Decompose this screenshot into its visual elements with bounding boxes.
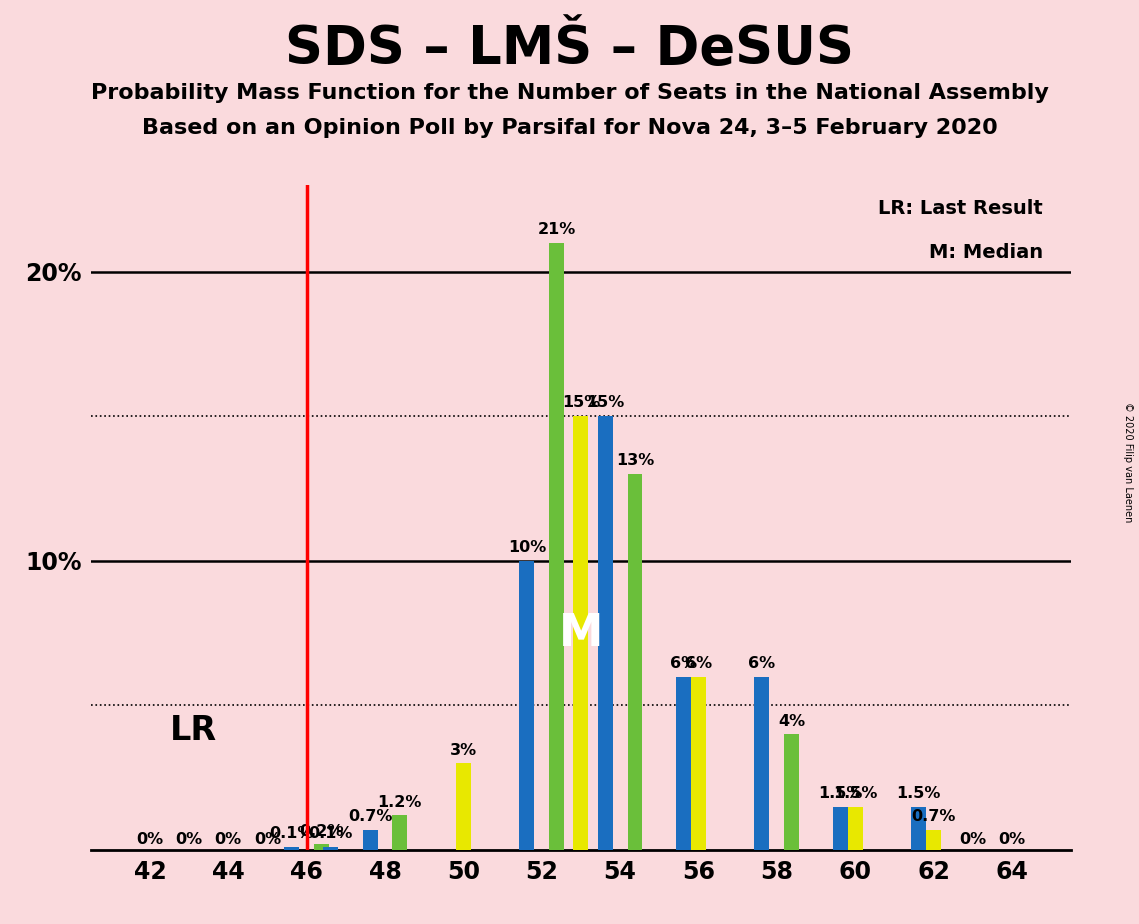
Text: 1.5%: 1.5% xyxy=(818,786,862,801)
Text: 0%: 0% xyxy=(175,833,203,847)
Bar xyxy=(598,416,613,850)
Bar xyxy=(393,815,408,850)
Text: 13%: 13% xyxy=(616,454,654,468)
Bar xyxy=(847,807,862,850)
Text: 1.2%: 1.2% xyxy=(378,795,423,809)
Text: 6%: 6% xyxy=(670,656,697,671)
Text: © 2020 Filip van Laenen: © 2020 Filip van Laenen xyxy=(1123,402,1132,522)
Bar xyxy=(911,807,926,850)
Text: LR: Last Result: LR: Last Result xyxy=(878,200,1043,218)
Bar xyxy=(754,676,769,850)
Bar xyxy=(926,830,941,850)
Text: 1.5%: 1.5% xyxy=(896,786,941,801)
Text: 6%: 6% xyxy=(685,656,712,671)
Bar xyxy=(549,243,564,850)
Bar xyxy=(323,847,338,850)
Text: 15%: 15% xyxy=(587,395,624,410)
Bar xyxy=(456,763,470,850)
Text: M: M xyxy=(559,612,603,654)
Bar xyxy=(833,807,847,850)
Bar xyxy=(691,676,706,850)
Text: 0.7%: 0.7% xyxy=(347,809,392,824)
Text: 0%: 0% xyxy=(998,833,1025,847)
Text: 0%: 0% xyxy=(214,833,241,847)
Text: 0%: 0% xyxy=(959,833,986,847)
Text: 4%: 4% xyxy=(778,713,805,729)
Text: 0%: 0% xyxy=(137,833,164,847)
Bar xyxy=(677,676,691,850)
Text: M: Median: M: Median xyxy=(929,243,1043,261)
Text: 1.5%: 1.5% xyxy=(833,786,877,801)
Text: 6%: 6% xyxy=(748,656,776,671)
Bar xyxy=(285,847,300,850)
Text: 3%: 3% xyxy=(450,743,477,758)
Text: LR: LR xyxy=(170,714,216,748)
Bar xyxy=(362,830,377,850)
Text: 0%: 0% xyxy=(254,833,281,847)
Text: Probability Mass Function for the Number of Seats in the National Assembly: Probability Mass Function for the Number… xyxy=(91,83,1048,103)
Text: 10%: 10% xyxy=(508,540,546,555)
Bar xyxy=(573,416,589,850)
Text: 0.1%: 0.1% xyxy=(309,826,353,842)
Text: SDS – LMŠ – DeSUS: SDS – LMŠ – DeSUS xyxy=(285,23,854,75)
Text: 15%: 15% xyxy=(562,395,600,410)
Bar xyxy=(519,561,534,850)
Bar xyxy=(785,735,800,850)
Text: Based on an Opinion Poll by Parsifal for Nova 24, 3–5 February 2020: Based on an Opinion Poll by Parsifal for… xyxy=(141,118,998,139)
Text: 0.1%: 0.1% xyxy=(270,826,314,842)
Text: 21%: 21% xyxy=(538,222,575,237)
Bar xyxy=(628,474,642,850)
Bar xyxy=(314,845,329,850)
Text: 0.2%: 0.2% xyxy=(300,823,344,838)
Text: 0.7%: 0.7% xyxy=(911,809,956,824)
